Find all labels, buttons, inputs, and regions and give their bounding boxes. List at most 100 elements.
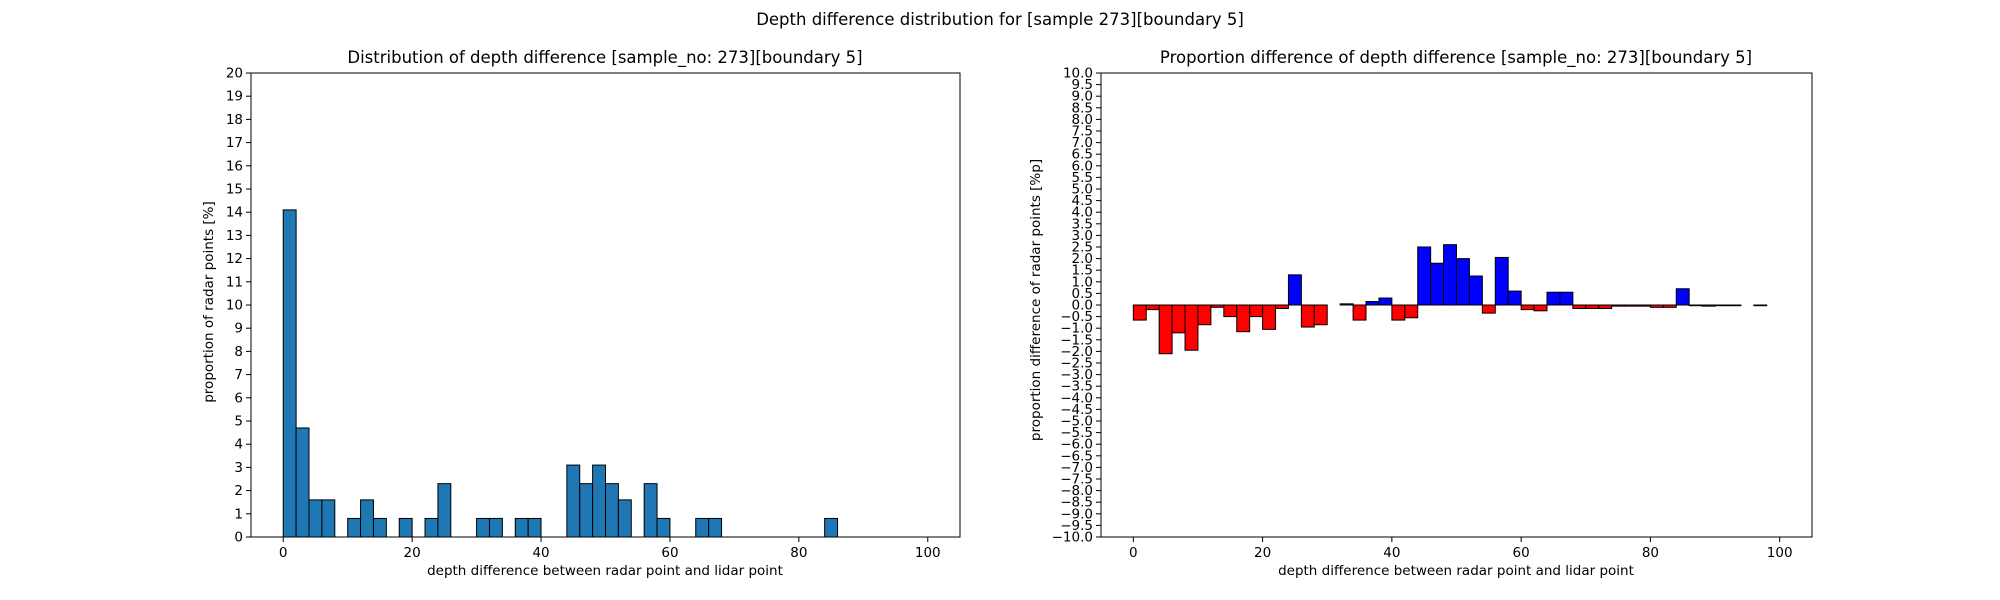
proportion-difference-bars — [1132, 244, 1768, 355]
distribution-y-tick-label: 0 — [234, 530, 243, 546]
proportion-difference-bar — [1339, 303, 1354, 306]
distribution-y-axis-label: proportion of radar points [%] — [201, 201, 217, 403]
proportion-difference-y-tick-label: 0.5 — [1072, 286, 1093, 302]
proportion-difference-bar — [1727, 304, 1742, 307]
proportion-difference-y-tick-label: 4.0 — [1072, 205, 1093, 221]
proportion-difference-y-tick-label: 1.0 — [1072, 274, 1093, 290]
proportion-difference-bar — [1585, 304, 1600, 309]
distribution-y-tick-label: 1 — [234, 506, 243, 522]
proportion-difference-y-tick-label: 8.0 — [1072, 112, 1093, 128]
proportion-difference-y-tick-label: −5.0 — [1060, 414, 1093, 430]
proportion-difference-y-tick-label: 5.5 — [1072, 170, 1093, 186]
distribution-y-tick-label: 2 — [234, 483, 243, 499]
proportion-difference-y-tick-label: 6.0 — [1072, 158, 1093, 174]
proportion-difference-y-tick-label: 3.0 — [1072, 228, 1093, 244]
distribution-y-tick-label: 19 — [226, 89, 243, 105]
proportion-difference-y-tick-label: 1.5 — [1072, 263, 1093, 279]
proportion-difference-bar — [1520, 304, 1535, 311]
proportion-difference-bar — [1404, 304, 1419, 319]
proportion-difference-bar — [1701, 304, 1716, 307]
proportion-difference-bar — [1559, 291, 1574, 306]
proportion-difference-bar — [1494, 256, 1509, 306]
proportion-difference-bar — [1662, 304, 1677, 308]
proportion-difference-x-tick-label: 100 — [1767, 545, 1793, 561]
distribution-bar — [566, 464, 581, 538]
distribution-y-tick-label: 15 — [226, 182, 243, 198]
distribution-y-tick-label: 16 — [226, 158, 243, 174]
distribution-y-tick-label: 13 — [226, 228, 243, 244]
distribution-x-tick-label: 100 — [915, 545, 941, 561]
proportion-difference-x-tick-label: 80 — [1642, 545, 1659, 561]
proportion-difference-bar — [1352, 304, 1367, 321]
proportion-difference-y-tick-label: −10.0 — [1052, 530, 1093, 546]
proportion-difference-x-tick-label: 0 — [1129, 545, 1138, 561]
distribution-bar — [398, 517, 413, 538]
distribution-y-tick-label: 11 — [226, 274, 243, 290]
proportion-difference-chart-title: Proportion difference of depth differenc… — [1160, 48, 1752, 68]
proportion-difference-bar — [1223, 304, 1238, 318]
proportion-difference-x-tick-label: 20 — [1254, 545, 1271, 561]
proportion-difference-bar — [1572, 304, 1587, 309]
proportion-difference-bar — [1391, 304, 1406, 321]
proportion-difference-bar — [1378, 297, 1393, 306]
distribution-bar — [372, 517, 387, 538]
figure-suptitle: Depth difference distribution for [sampl… — [756, 10, 1244, 29]
distribution-x-tick-label: 40 — [532, 545, 549, 561]
distribution-y-tick-label: 18 — [226, 112, 243, 128]
distribution-bar — [708, 517, 723, 538]
proportion-difference-bar — [1275, 304, 1289, 309]
distribution-plot-frame — [250, 72, 961, 538]
proportion-difference-bar — [1598, 304, 1613, 309]
distribution-x-tick-label: 60 — [661, 545, 678, 561]
distribution-bar — [488, 517, 503, 538]
proportion-difference-bar — [1262, 304, 1277, 330]
proportion-difference-y-tick-label: −0.5 — [1060, 309, 1093, 325]
proportion-difference-bar — [1481, 304, 1496, 314]
proportion-difference-bar — [1236, 304, 1251, 333]
proportion-difference-y-tick-label: 10.0 — [1063, 66, 1093, 82]
proportion-difference-bar — [1197, 304, 1212, 326]
proportion-difference-y-tick-label: −3.5 — [1060, 379, 1093, 395]
proportion-difference-y-tick-label: −4.0 — [1060, 390, 1093, 406]
distribution-bar — [360, 499, 374, 538]
distribution-x-tick-label: 20 — [404, 545, 421, 561]
proportion-difference-y-tick-label: 7.5 — [1072, 124, 1093, 140]
distribution-x-tick-label: 80 — [790, 545, 807, 561]
proportion-difference-bar — [1287, 274, 1302, 306]
proportion-difference-y-tick-label: 4.5 — [1072, 193, 1093, 209]
proportion-difference-bar — [1184, 304, 1199, 351]
distribution-y-tick-label: 4 — [234, 437, 243, 453]
proportion-difference-bar — [1688, 304, 1703, 307]
distribution-y-tick-label: 20 — [226, 66, 243, 82]
proportion-difference-bar — [1171, 304, 1186, 334]
proportion-difference-y-tick-label: −8.5 — [1060, 495, 1093, 511]
proportion-difference-y-tick-label: −7.0 — [1060, 460, 1093, 476]
proportion-difference-plot-frame — [1100, 72, 1813, 538]
distribution-x-axis-ticks: 0 20 40 60 80 100 — [279, 537, 941, 561]
proportion-difference-y-tick-label: 2.0 — [1072, 251, 1093, 267]
proportion-difference-bar — [1132, 304, 1147, 321]
distribution-bar — [643, 483, 658, 538]
proportion-difference-bar — [1158, 304, 1173, 355]
distribution-bar — [282, 209, 297, 538]
proportion-difference-y-tick-label: −3.0 — [1060, 367, 1093, 383]
distribution-bar — [579, 483, 594, 538]
distribution-bar — [824, 517, 839, 538]
distribution-bar — [424, 517, 439, 538]
proportion-difference-y-tick-label: 0.0 — [1072, 298, 1093, 314]
distribution-bar — [308, 499, 323, 538]
distribution-bar — [656, 517, 671, 538]
proportion-difference-bar — [1468, 275, 1483, 306]
proportion-difference-bar — [1249, 304, 1264, 318]
proportion-difference-y-tick-label: 9.5 — [1072, 77, 1093, 93]
distribution-chart: Distribution of depth difference [sample… — [201, 48, 961, 579]
proportion-difference-y-axis-ticks: −10.0−9.5−9.0−8.5−8.0−7.5−7.0−6.5−6.0−5.… — [1052, 66, 1101, 546]
proportion-difference-y-tick-label: −5.5 — [1060, 425, 1093, 441]
distribution-bar — [514, 517, 529, 538]
proportion-difference-y-tick-label: −1.0 — [1060, 321, 1093, 337]
proportion-difference-y-tick-label: −2.0 — [1060, 344, 1093, 360]
distribution-y-tick-label: 17 — [226, 135, 243, 151]
proportion-difference-bar — [1611, 304, 1626, 307]
